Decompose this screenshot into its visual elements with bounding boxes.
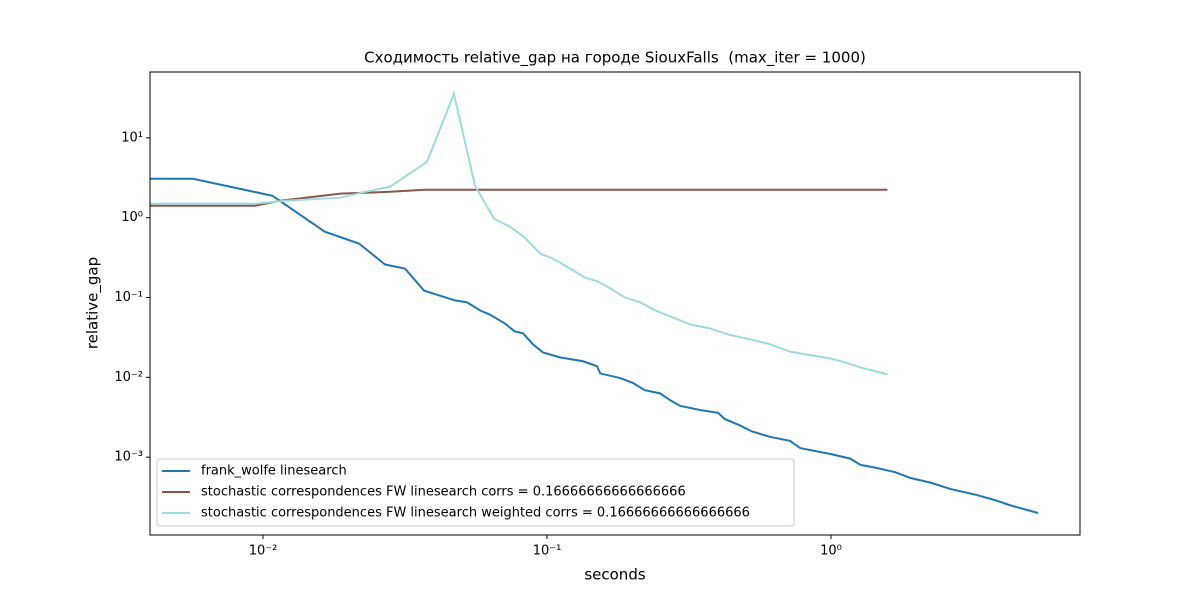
series-line xyxy=(150,90,888,376)
x-tick-label: 10⁻¹ xyxy=(533,544,562,559)
legend-label: stochastic correspondences FW linesearch… xyxy=(201,485,686,500)
legend-box xyxy=(156,458,795,527)
y-tick-label: 10⁻³ xyxy=(114,450,143,465)
y-tick-label: 10¹ xyxy=(121,130,143,145)
y-tick-label: 10⁻¹ xyxy=(114,290,143,305)
y-tick-label: 10⁰ xyxy=(121,210,143,225)
y-tick-label: 10⁻² xyxy=(114,370,143,385)
x-tick-label: 10⁰ xyxy=(820,544,842,559)
x-tick-label: 10⁻² xyxy=(249,544,278,559)
series-line xyxy=(150,177,1039,514)
legend-label: stochastic correspondences FW linesearch… xyxy=(201,506,750,521)
plot-lines xyxy=(150,90,1039,514)
axes-frame xyxy=(149,71,1081,536)
y-axis-label: relative_gap xyxy=(84,257,103,349)
series-line xyxy=(150,188,888,207)
legend-label: frank_wolfe linesearch xyxy=(201,464,347,479)
x-axis-label: seconds xyxy=(584,566,645,584)
chart-title: Сходимость relative_gap на городе SiouxF… xyxy=(364,49,866,68)
